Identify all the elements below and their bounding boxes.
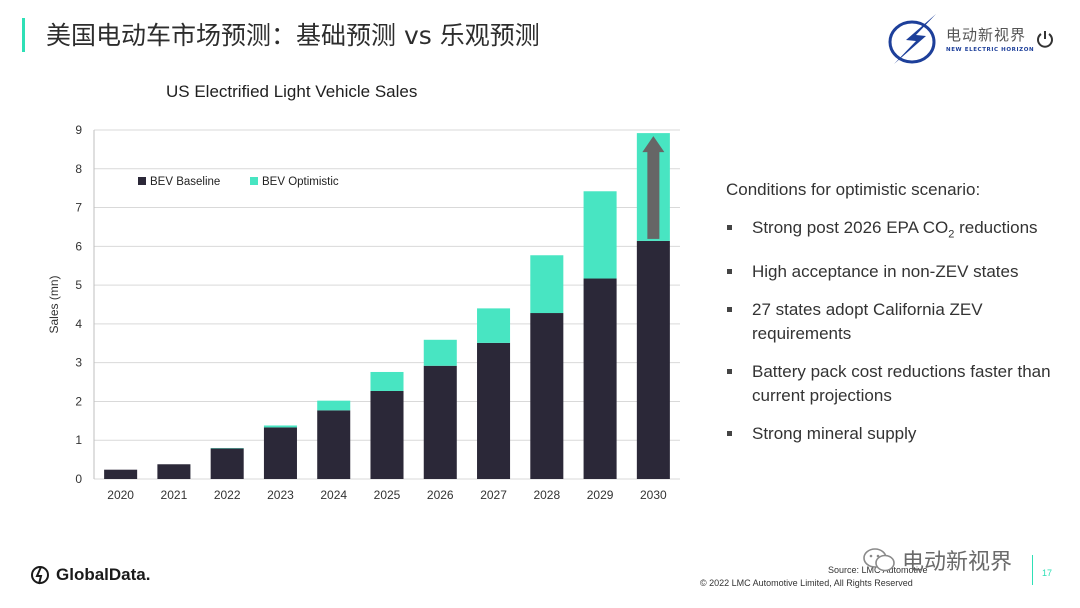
bar-segment [263, 425, 297, 428]
x-tick-label: 2026 [427, 488, 454, 502]
bar-segment [423, 339, 457, 366]
arrow-head [642, 136, 665, 153]
x-tick-label: 2025 [374, 488, 401, 502]
y-tick-label: 5 [75, 278, 82, 292]
bar-segment [636, 240, 670, 479]
x-tick-label: 2020 [107, 488, 134, 502]
bullet-icon [727, 307, 732, 313]
condition-text: Strong post 2026 EPA CO2 reductions [752, 218, 1038, 241]
bar-segment [583, 278, 617, 479]
conditions-list: Strong post 2026 EPA CO2 reductions High… [726, 216, 1066, 460]
slide-title: 美国电动车市场预测：基础预测 vs 乐观预测 [46, 21, 540, 50]
bar-segment [263, 427, 297, 479]
y-tick-label: 2 [75, 394, 82, 408]
x-tick-label: 2030 [640, 488, 667, 502]
bar-segment [477, 308, 511, 343]
x-tick-label: 2028 [533, 488, 560, 502]
condition-text: High acceptance in non-ZEV states [752, 262, 1019, 282]
brand-name-cn: 电动新视界 [946, 26, 1027, 44]
bar-segment [317, 410, 351, 479]
legend-swatch [250, 177, 258, 185]
arrow-shaft [647, 151, 660, 239]
condition-text: Battery pack cost reductions faster than… [752, 362, 1051, 406]
bar-segment [530, 255, 564, 314]
x-tick-label: 2024 [320, 488, 347, 502]
brand-name-en: NEW ELECTRIC HORIZON [946, 47, 1035, 53]
bar-segment [530, 313, 564, 479]
x-tick-label: 2022 [214, 488, 241, 502]
globaldata-icon [31, 566, 49, 585]
page-number: 17 [1042, 568, 1053, 578]
x-tick-label: 2027 [480, 488, 507, 502]
divider [1032, 555, 1033, 585]
watermark: 电动新视界 [862, 544, 1012, 576]
bar-segment [157, 464, 191, 479]
bullet-icon [727, 369, 732, 375]
y-tick-label: 9 [75, 123, 82, 137]
legend-label: BEV Optimistic [262, 176, 339, 188]
bar-segment [104, 469, 138, 479]
copyright-note: © 2022 LMC Automotive Limited, All Right… [700, 578, 913, 588]
condition-item: Strong post 2026 EPA CO2 reductions [726, 216, 1066, 246]
y-tick-label: 8 [75, 162, 82, 176]
condition-item: Battery pack cost reductions faster than… [726, 360, 1066, 408]
legend-label: BEV Baseline [150, 176, 220, 188]
x-tick-label: 2029 [587, 488, 614, 502]
condition-text: Strong mineral supply [752, 424, 917, 444]
brand-logo: 电动新视界 NEW ELECTRIC HORIZON [884, 10, 1064, 68]
bar-segment [583, 191, 617, 279]
globaldata-logo: GlobalData. [30, 564, 150, 586]
bar-segment [210, 448, 244, 479]
lightning-globe-icon [888, 14, 936, 64]
condition-item: 27 states adopt California ZEV requireme… [726, 298, 1066, 346]
bullet-icon [727, 225, 732, 230]
y-tick-label: 6 [75, 239, 82, 253]
chart-title: US Electrified Light Vehicle Sales [166, 82, 418, 101]
condition-item: High acceptance in non-ZEV states [726, 260, 1066, 284]
y-tick-label: 7 [75, 201, 82, 215]
bullet-icon [727, 431, 732, 437]
y-tick-label: 4 [75, 317, 82, 331]
bar-segment [423, 365, 457, 479]
bullet-icon [727, 269, 732, 275]
bar-chart: 0 1 2 3 4 5 6 7 8 9 Sales (mn) 2020 2021 2022 2023 2024… [47, 123, 680, 502]
condition-text: 27 states adopt California ZEV requireme… [752, 300, 983, 344]
watermark-text: 电动新视界 [902, 550, 1013, 575]
x-tick-label: 2021 [161, 488, 188, 502]
bar-segment [477, 342, 511, 479]
condition-item: Strong mineral supply [726, 422, 1066, 446]
y-axis-label: Sales (mn) [47, 275, 61, 333]
y-tick-label: 0 [75, 472, 82, 486]
globaldata-text: GlobalData. [56, 565, 151, 584]
title-accent-bar [22, 18, 25, 52]
y-tick-label: 3 [75, 356, 82, 370]
y-tick-label: 1 [75, 433, 82, 447]
power-icon [1037, 31, 1053, 48]
x-tick-label: 2023 [267, 488, 294, 502]
bar-segment [370, 390, 404, 479]
bar-segment [317, 400, 351, 411]
legend-swatch [138, 177, 146, 185]
wechat-icon [863, 548, 895, 572]
source-note: Source: LMC Automotive [828, 565, 928, 575]
conditions-title: Conditions for optimistic scenario: [726, 180, 981, 199]
bar-segment [370, 371, 404, 391]
